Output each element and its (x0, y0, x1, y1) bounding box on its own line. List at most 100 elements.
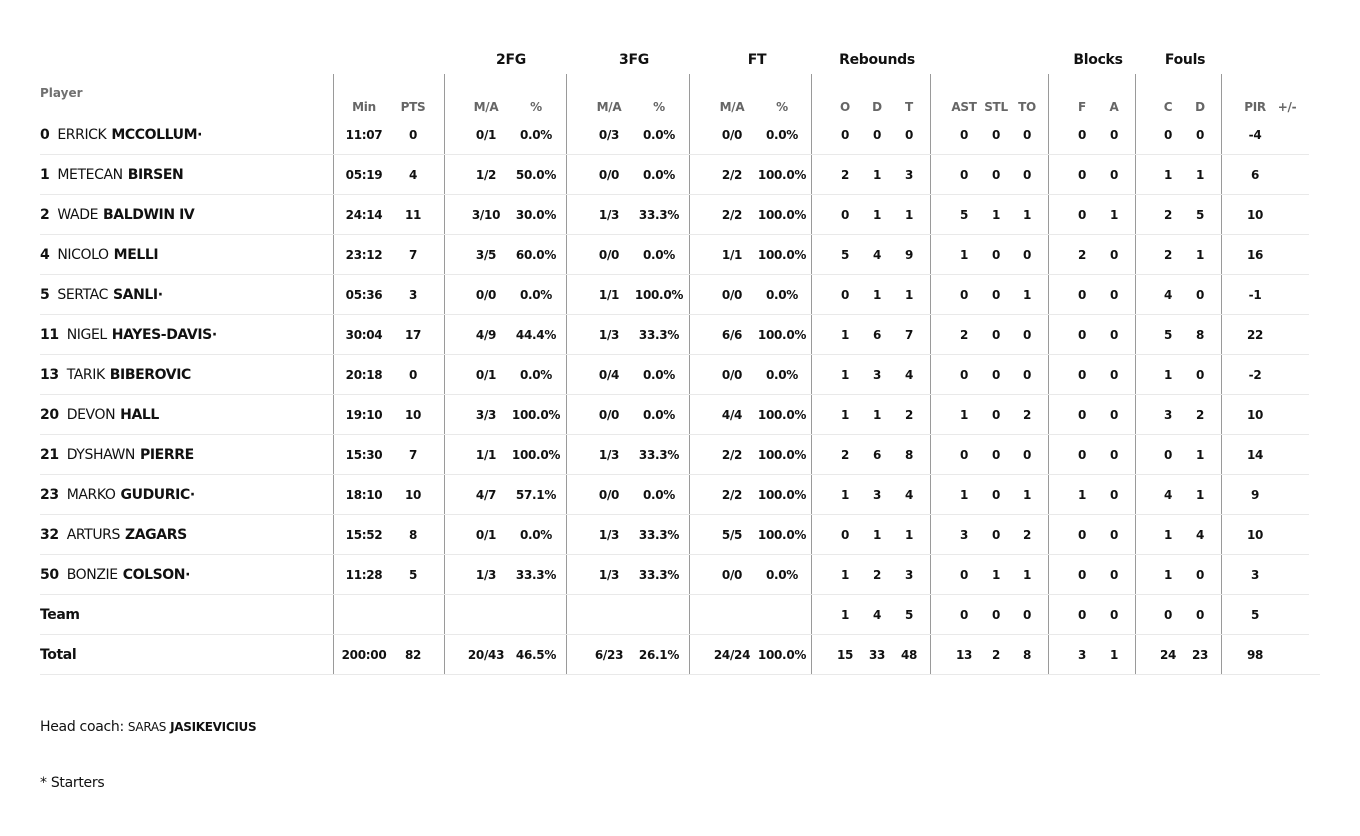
player-column-header: Player (40, 86, 83, 100)
stat-foul-c: 4 (1163, 488, 1173, 502)
stat-foul-d: 1 (1195, 448, 1205, 462)
stat-reb-d: 6 (872, 448, 882, 462)
stat-3fg-pct: 0.0% (642, 128, 676, 142)
stat-blk-f: 2 (1077, 248, 1087, 262)
stat-2fg-pct: 33.3% (515, 568, 557, 582)
stat-reb-t: 4 (904, 488, 914, 502)
player-name: 23 MARKO GUDURIC· (40, 487, 195, 503)
row-divider (40, 554, 1309, 555)
stat-3fg-pct: 0.0% (642, 488, 676, 502)
stat-foul-d: 2 (1195, 408, 1205, 422)
stat-reb-d: 1 (872, 208, 882, 222)
stat-ft-pct: 100.0% (757, 248, 807, 262)
stat-pts: 0 (408, 368, 418, 382)
stat-3fg-pct: 0.0% (642, 248, 676, 262)
player-number: 21 (40, 447, 59, 463)
player-first-name: SERTAC (57, 287, 108, 303)
stat-reb-t: 48 (900, 648, 918, 662)
stat-stl: 0 (991, 408, 1001, 422)
total-label: Total (40, 647, 77, 663)
stat-reb-o: 0 (840, 528, 850, 542)
stat-2fg-ma: 1/2 (475, 168, 497, 182)
player-first-name: DEVON (66, 407, 116, 423)
column-divider (930, 74, 931, 674)
stat-pts: 3 (408, 288, 418, 302)
stat-reb-t: 9 (904, 248, 914, 262)
stat-3fg-ma: 0/0 (598, 168, 620, 182)
stat-ft-pct: 100.0% (757, 488, 807, 502)
player-last-name: HALL (120, 407, 159, 423)
column-header-3fg-pct: % (653, 100, 665, 114)
stat-pir: 10 (1246, 408, 1264, 422)
stat-ft-pct: 0.0% (765, 568, 799, 582)
row-divider (40, 514, 1309, 515)
player-number: 32 (40, 527, 59, 543)
stat-reb-d: 3 (872, 488, 882, 502)
head-coach-last-name: JASIKEVICIUS (170, 720, 257, 734)
stat-reb-d: 6 (872, 328, 882, 342)
stat-ast: 0 (959, 168, 969, 182)
stat-stl: 0 (991, 488, 1001, 502)
stat-reb-d: 3 (872, 368, 882, 382)
column-header-ft-pct: % (776, 100, 788, 114)
stat-reb-d: 2 (872, 568, 882, 582)
player-first-name: WADE (57, 207, 99, 223)
column-header-reb-d: D (872, 100, 882, 114)
stat-3fg-ma: 1/3 (598, 568, 620, 582)
stat-pts: 10 (404, 408, 422, 422)
player-number: 13 (40, 367, 59, 383)
stat-stl: 0 (991, 448, 1001, 462)
player-name: 4 NICOLO MELLI (40, 247, 159, 263)
player-row: 0 ERRICK MCCOLLUM· 11:07 0 0/1 0.0% 0/3 0.0% 0/0 0… (0, 127, 1360, 167)
stat-ft-pct: 100.0% (757, 648, 807, 662)
team-label: Team (40, 607, 80, 623)
stat-3fg-pct: 0.0% (642, 408, 676, 422)
stat-blk-f: 0 (1077, 168, 1087, 182)
stat-min: 11:28 (345, 568, 383, 582)
stat-reb-o: 5 (840, 248, 850, 262)
row-divider (40, 394, 1309, 395)
stat-pir: 6 (1250, 168, 1260, 182)
stat-2fg-ma: 0/1 (475, 128, 497, 142)
group-header-ft: FT (747, 52, 767, 68)
player-first-name: NIGEL (66, 327, 108, 343)
stat-ast: 0 (959, 368, 969, 382)
stat-reb-t: 3 (904, 568, 914, 582)
stat-3fg-pct: 0.0% (642, 368, 676, 382)
stat-blk-f: 0 (1077, 608, 1087, 622)
stat-reb-o: 0 (840, 288, 850, 302)
stat-stl: 0 (991, 328, 1001, 342)
stat-ast: 5 (959, 208, 969, 222)
player-name: 1 METECAN BIRSEN (40, 167, 184, 183)
group-header-blocks: Blocks (1073, 52, 1123, 68)
stat-reb-o: 1 (840, 608, 850, 622)
stat-blk-a: 1 (1109, 648, 1119, 662)
stat-2fg-pct: 0.0% (519, 288, 553, 302)
stat-pir: -4 (1248, 128, 1262, 142)
stat-ft-pct: 100.0% (757, 528, 807, 542)
stat-to: 8 (1022, 648, 1032, 662)
player-first-name: ARTURS (66, 527, 121, 543)
stat-2fg-ma: 4/7 (475, 488, 497, 502)
stat-foul-c: 3 (1163, 408, 1173, 422)
stat-to: 0 (1022, 368, 1032, 382)
stat-reb-o: 2 (840, 168, 850, 182)
player-name: 32 ARTURS ZAGARS (40, 527, 187, 543)
stat-foul-c: 2 (1163, 208, 1173, 222)
stat-to: 0 (1022, 328, 1032, 342)
stat-blk-a: 0 (1109, 168, 1119, 182)
column-divider (689, 74, 690, 674)
player-first-name: BONZIE (66, 567, 118, 583)
column-header-blk-f: F (1078, 100, 1086, 114)
row-divider (40, 154, 1309, 155)
stat-ast: 0 (959, 128, 969, 142)
stat-2fg-ma: 3/5 (475, 248, 497, 262)
group-header-2fg: 2FG (496, 52, 526, 68)
stat-reb-d: 1 (872, 288, 882, 302)
player-number: 5 (40, 287, 50, 303)
column-header-ft-ma: M/A (719, 100, 745, 114)
stat-blk-f: 1 (1077, 488, 1087, 502)
stat-ast: 0 (959, 448, 969, 462)
stat-blk-a: 0 (1109, 368, 1119, 382)
